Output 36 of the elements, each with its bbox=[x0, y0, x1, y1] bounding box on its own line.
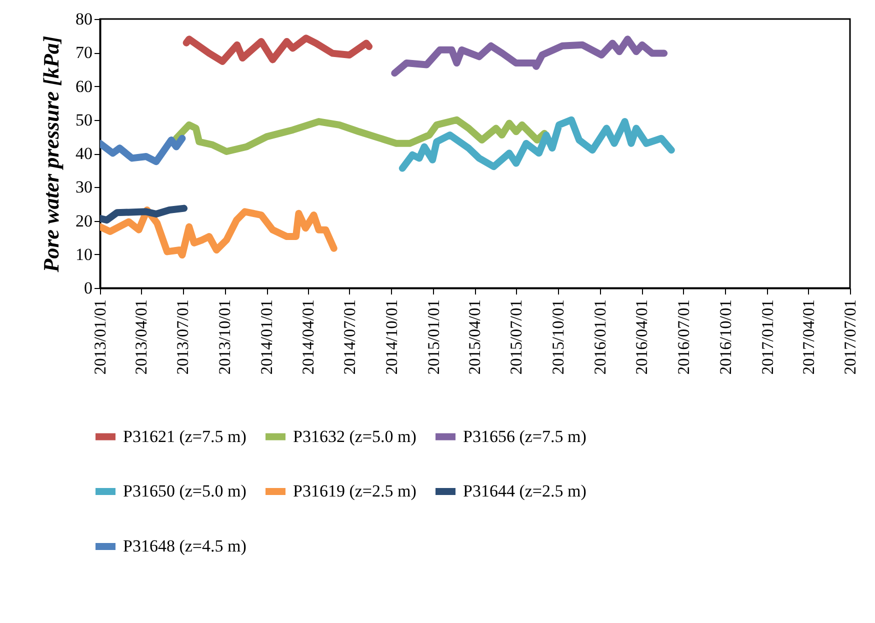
x-tick-label: 2014/01/01 bbox=[257, 300, 276, 375]
x-tick-label: 2015/10/01 bbox=[548, 300, 568, 375]
y-tick-label: 50 bbox=[76, 110, 92, 130]
legend-label: P31648 (z=4.5 m) bbox=[123, 536, 246, 556]
y-tick-label: 0 bbox=[84, 278, 92, 298]
y-tick-label: 80 bbox=[76, 10, 92, 28]
y-tick-label: 20 bbox=[76, 211, 92, 230]
x-tick-label: 2017/07/01 bbox=[840, 300, 860, 375]
x-tick-label: 2017/04/01 bbox=[798, 300, 818, 375]
legend-label: P31632 (z=5.0 m) bbox=[293, 426, 416, 446]
x-tick-label: 2016/10/01 bbox=[716, 300, 735, 375]
x-tick-label: 2015/04/01 bbox=[465, 300, 484, 375]
legend-label: P31644 (z=2.5 m) bbox=[463, 482, 586, 500]
legend-label: P31650 (z=5.0 m) bbox=[123, 482, 246, 500]
x-tick-label: 2013/04/01 bbox=[132, 300, 151, 375]
legend-label: P31656 (z=7.5 m) bbox=[463, 426, 586, 446]
x-tick-label: 2014/04/01 bbox=[298, 300, 318, 375]
x-tick-label: 2016/07/01 bbox=[674, 300, 693, 375]
x-tick-label: 2015/01/01 bbox=[424, 300, 443, 375]
y-tick-label: 30 bbox=[76, 178, 92, 197]
y-tick-label: 70 bbox=[76, 43, 92, 62]
x-tick-label: 2016/04/01 bbox=[632, 300, 652, 375]
x-tick-label: 2014/07/01 bbox=[340, 300, 359, 375]
y-axis-title: Pore water pressure [kPa] bbox=[38, 36, 64, 274]
x-tick-label: 2015/07/01 bbox=[506, 300, 526, 375]
legend-label: P31619 (z=2.5 m) bbox=[293, 482, 416, 500]
y-tick-label: 10 bbox=[76, 244, 92, 264]
x-tick-label: 2013/10/01 bbox=[215, 300, 234, 375]
x-tick-label: 2014/10/01 bbox=[382, 300, 401, 375]
x-tick-label: 2013/07/01 bbox=[173, 300, 192, 375]
x-tick-label: 2017/01/01 bbox=[758, 300, 777, 375]
y-tick-label: 40 bbox=[76, 144, 92, 163]
x-tick-label: 2013/01/01 bbox=[90, 300, 110, 375]
x-tick-label: 2016/01/01 bbox=[590, 300, 610, 375]
legend-label: P31621 (z=7.5 m) bbox=[123, 426, 246, 446]
y-tick-label: 60 bbox=[76, 76, 92, 96]
